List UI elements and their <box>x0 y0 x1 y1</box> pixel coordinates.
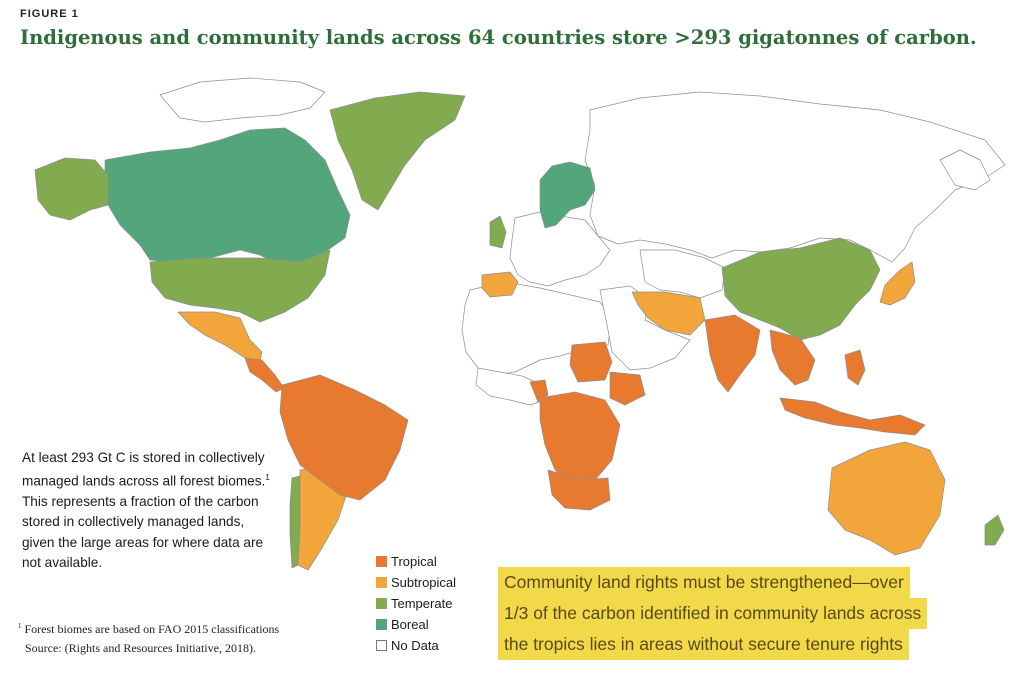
legend-label-temperate: Temperate <box>391 596 453 611</box>
region-west-africa-tropical <box>529 379 549 403</box>
region-spain <box>481 271 519 298</box>
footnote: 1 Forest biomes are based on FAO 2015 cl… <box>18 617 279 658</box>
region-central-america <box>244 357 285 393</box>
region-uk <box>489 215 507 249</box>
map-title: Indigenous and community lands across 64… <box>20 26 977 49</box>
region-mexico <box>177 311 263 363</box>
tenure-highlight: Community land rights must be strengthen… <box>498 567 928 660</box>
region-southeast-asia <box>769 329 816 386</box>
highlight-line-3: the tropics lies in areas without secure… <box>498 629 909 660</box>
highlight-line-2: 1/3 of the carbon identified in communit… <box>498 598 928 629</box>
callout-footnote-marker: 1 <box>265 473 270 483</box>
region-greenland-ice <box>159 77 326 123</box>
region-india <box>704 314 761 393</box>
region-indonesia <box>779 397 926 436</box>
region-europe <box>509 211 611 287</box>
region-north-africa <box>461 281 613 376</box>
callout-text-continued: This represents a fraction of the carbon… <box>22 494 264 571</box>
legend-item-no-data: No Data <box>376 635 456 656</box>
region-greenland <box>329 91 466 211</box>
callout-text: At least 293 Gt C is stored in collectiv… <box>22 450 266 489</box>
legend-item-temperate: Temperate <box>376 593 456 614</box>
region-ethiopia <box>609 371 646 406</box>
footnote-biome-text: Forest biomes are based on FAO 2015 clas… <box>21 622 280 636</box>
footnote-source: Source: (Rights and Resources Initiative… <box>25 641 256 655</box>
region-central-asia <box>639 249 726 299</box>
legend-item-boreal: Boreal <box>376 614 456 635</box>
legend-swatch-tropical <box>376 556 387 567</box>
legend-swatch-subtropical <box>376 577 387 588</box>
map-legend: Tropical Subtropical Temperate Boreal No… <box>376 551 456 656</box>
legend-label-no-data: No Data <box>391 638 439 653</box>
region-china <box>721 237 881 341</box>
region-sudan <box>569 341 613 383</box>
highlight-line-1: Community land rights must be strengthen… <box>498 567 910 598</box>
footnote-line-1: 1 Forest biomes are based on FAO 2015 cl… <box>18 617 279 639</box>
region-japan <box>879 261 916 306</box>
legend-item-subtropical: Subtropical <box>376 572 456 593</box>
region-antarctic-islands <box>939 149 991 191</box>
region-canada <box>104 127 351 266</box>
world-map <box>34 77 1006 571</box>
legend-item-tropical: Tropical <box>376 551 456 572</box>
region-russia <box>584 91 1006 263</box>
region-west-africa <box>475 367 546 406</box>
region-usa <box>149 249 331 323</box>
region-australia <box>827 441 946 556</box>
legend-swatch-boreal <box>376 619 387 630</box>
legend-swatch-no-data <box>376 640 387 651</box>
region-scandinavia <box>539 161 596 229</box>
figure-label: FIGURE 1 <box>20 8 79 20</box>
region-iran <box>631 291 706 336</box>
legend-swatch-temperate <box>376 598 387 609</box>
region-southern-africa <box>547 469 611 511</box>
region-philippines <box>844 349 866 386</box>
footnote-marker: 1 <box>18 622 22 630</box>
legend-label-subtropical: Subtropical <box>391 575 457 590</box>
region-new-zealand <box>984 514 1005 546</box>
legend-label-tropical: Tropical <box>391 554 437 569</box>
region-south-america <box>279 374 409 501</box>
carbon-callout: At least 293 Gt C is stored in collectiv… <box>22 448 280 573</box>
legend-label-boreal: Boreal <box>391 617 429 632</box>
region-alaska <box>34 157 109 221</box>
